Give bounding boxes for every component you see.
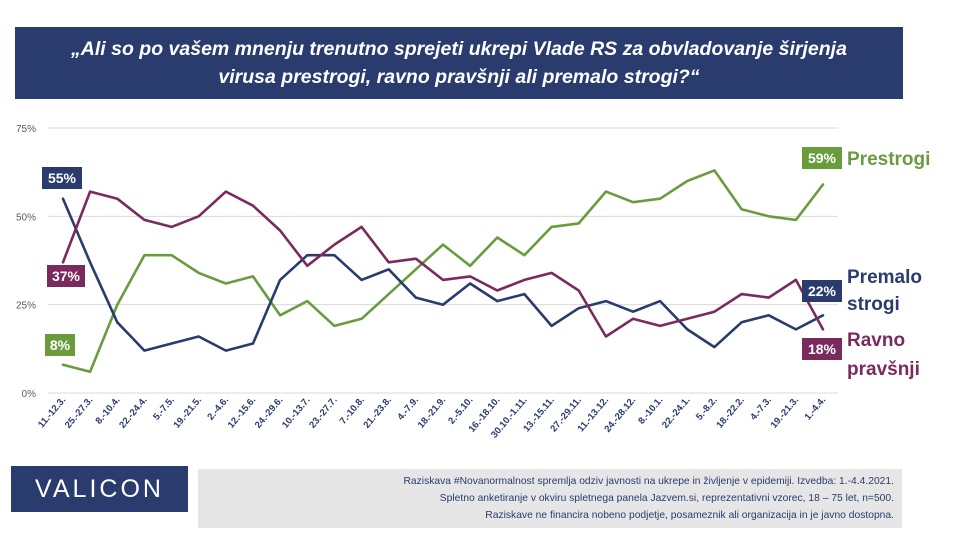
valicon-logo: VALICON — [11, 466, 188, 512]
start-data-label-1-box — [42, 167, 82, 189]
logo-text: VALICON — [35, 474, 164, 503]
x-tick-label: 22.-24.1. — [660, 395, 693, 431]
y-tick-label-0: 0% — [22, 389, 37, 400]
series-line-0 — [61, 169, 825, 374]
series-line-2 — [61, 190, 825, 338]
x-tick-label: 4.-7.3. — [748, 395, 774, 423]
start-data-label-2: 37% — [52, 268, 81, 284]
end-data-label-2: 18% — [808, 341, 837, 357]
chart-title: „Ali so po vašem mnenju trenutno sprejet… — [15, 27, 903, 99]
footnote: Raziskava #Novanormalnost spremlja odziv… — [198, 469, 902, 528]
end-data-label-1: 22% — [808, 283, 837, 299]
x-tick-label: 2.-4.6. — [205, 395, 231, 423]
y-tick-label-50: 50% — [16, 212, 36, 223]
end-data-label-0: 59% — [808, 150, 837, 166]
y-tick-label-25: 25% — [16, 301, 36, 312]
start-data-label-2-box — [47, 265, 85, 287]
x-tick-label: 19.-21.5. — [171, 395, 204, 431]
footnote-line-1: Raziskava #Novanormalnost spremlja odziv… — [403, 476, 895, 487]
chart-title-line-2: virusa prestrogi, ravno pravšnji ali pre… — [218, 66, 700, 88]
legend-label-2: Ravno — [847, 330, 905, 351]
x-tick-label: 22.-24.4. — [117, 395, 150, 431]
x-tick-label: 5.-8.2. — [694, 395, 720, 423]
x-tick-label: 4.-7.9. — [395, 395, 421, 423]
x-tick-label: 18.-22.2. — [714, 395, 747, 431]
end-data-label-2-box — [802, 338, 842, 360]
x-tick-label: 18.-21.9. — [416, 395, 449, 431]
x-tick-label: 5.-7.5. — [151, 395, 177, 423]
start-data-label-0-box — [45, 334, 75, 356]
legend-label-0: Prestrogi — [847, 149, 930, 170]
end-data-label-0-box — [802, 147, 842, 169]
end-data-label-1-box — [802, 280, 842, 302]
legend-label-2: pravšnji — [847, 359, 920, 380]
y-tick-label-75: 75% — [16, 124, 36, 135]
footnote-line-2: Spletno anketiranje v okviru spletnega p… — [439, 493, 894, 504]
start-data-label-1: 55% — [48, 170, 77, 186]
footnote-line-3: Raziskave ne financira nobeno podjetje, … — [485, 510, 894, 521]
line-chart: 0%25%50%75%11.-12.3.25.-27.3.8.-10.4.22.… — [16, 124, 930, 440]
x-tick-label: 19.-21.3. — [769, 395, 802, 431]
chart-title-line-1: „Ali so po vašem mnenju trenutno sprejet… — [71, 38, 847, 60]
start-data-label-0: 8% — [50, 337, 71, 353]
series-line-1 — [61, 197, 825, 352]
legend-label-1: Premalo — [847, 267, 922, 288]
legend-label-1: strogi — [847, 294, 900, 315]
x-tick-label: 23.-27.7. — [307, 395, 340, 431]
x-tick-label: 21.-23.8. — [361, 395, 394, 431]
x-tick-label: 25.-27.3. — [63, 395, 96, 431]
x-tick-label: 1.-4.4. — [803, 395, 829, 423]
